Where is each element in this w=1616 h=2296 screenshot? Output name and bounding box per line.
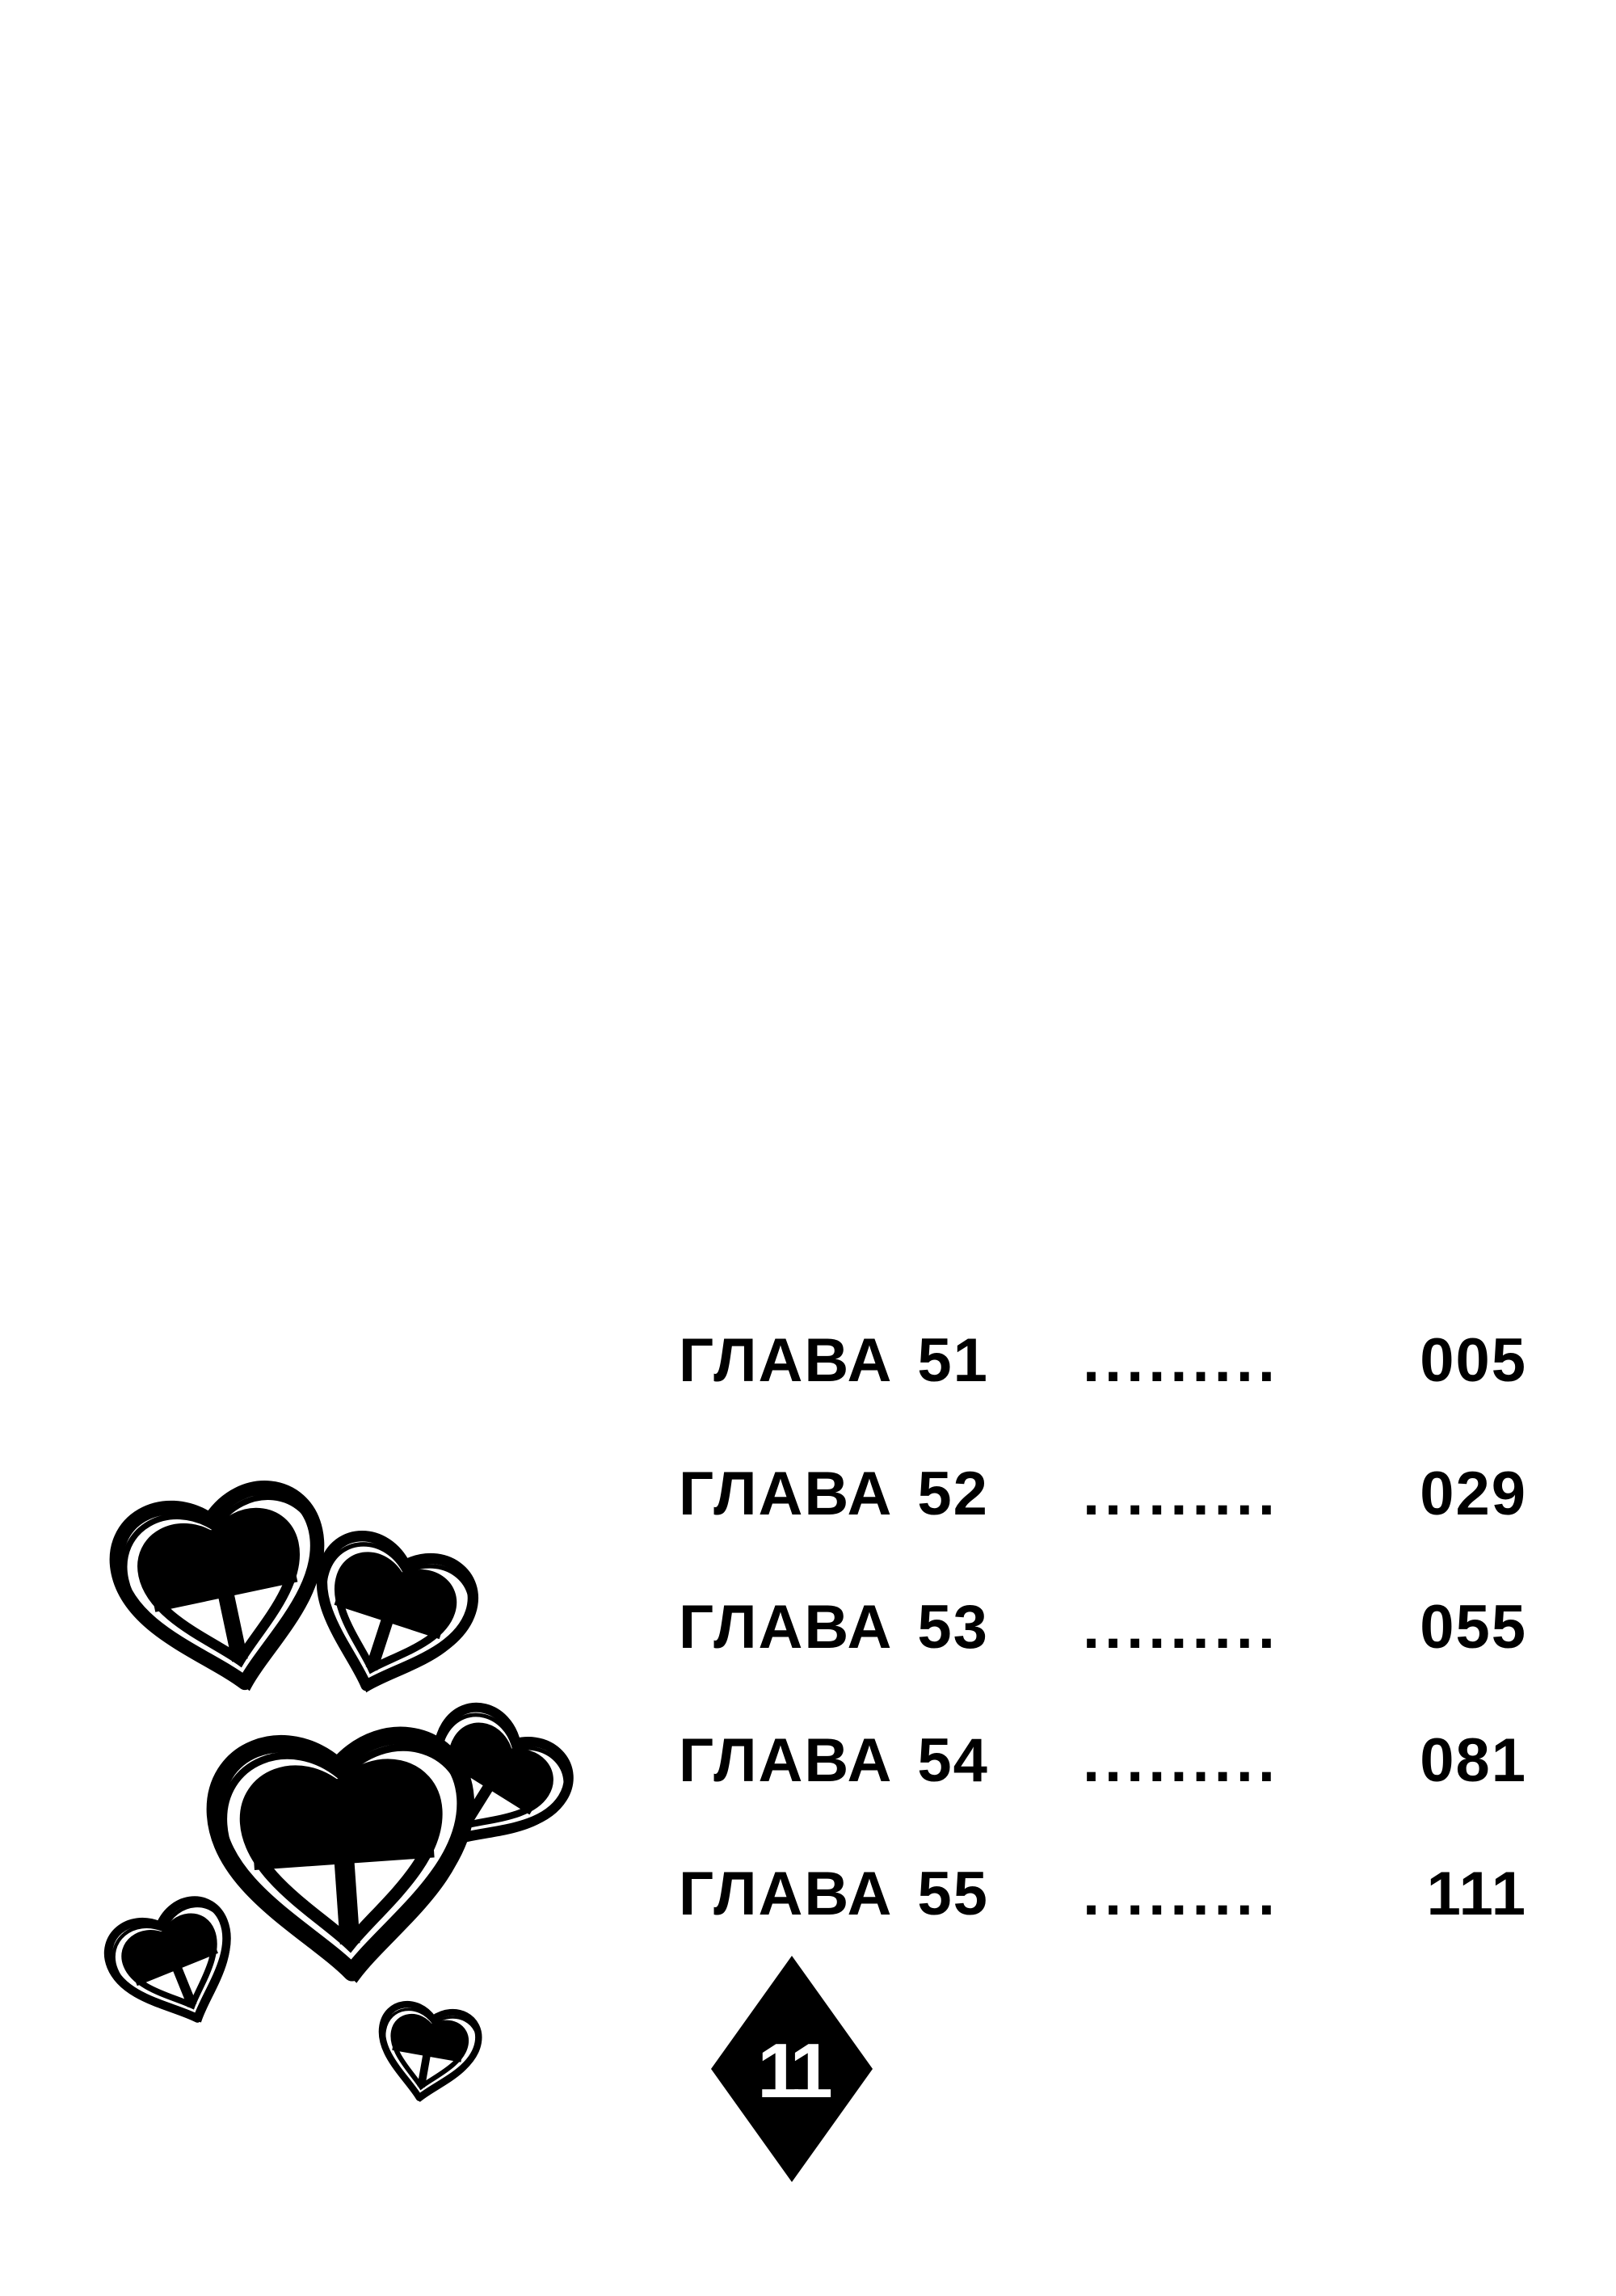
toc-chapter-word: ГЛАВА: [679, 1859, 893, 1929]
toc-dots: .........: [1008, 1459, 1354, 1529]
toc-page-number: 081: [1374, 1725, 1527, 1796]
toc-chapter-number: 54: [917, 1725, 989, 1796]
volume-number: 11: [711, 1956, 873, 2182]
table-of-contents: ГЛАВА 51 ......... 005 ГЛАВА 52 ........…: [679, 1325, 1527, 1992]
toc-row: ГЛАВА 53 ......... 055: [679, 1592, 1527, 1662]
toc-dots: .........: [1008, 1592, 1354, 1662]
toc-row: ГЛАВА 51 ......... 005: [679, 1325, 1527, 1396]
toc-chapter-number: 53: [917, 1592, 989, 1662]
toc-chapter-word: ГЛАВА: [679, 1325, 893, 1396]
toc-chapter-word: ГЛАВА: [679, 1592, 893, 1662]
toc-row: ГЛАВА 54 ......... 081: [679, 1725, 1527, 1796]
toc-row: ГЛАВА 52 ......... 029: [679, 1459, 1527, 1529]
toc-dots: .........: [1008, 1325, 1354, 1396]
toc-page-number: 055: [1374, 1592, 1527, 1662]
toc-chapter-number: 52: [917, 1459, 989, 1529]
toc-row: ГЛАВА 55 ......... 111: [679, 1859, 1527, 1929]
toc-chapter-number: 51: [917, 1325, 989, 1396]
toc-chapter-word: ГЛАВА: [679, 1725, 893, 1796]
toc-dots: .........: [1008, 1859, 1354, 1929]
volume-badge: 11: [711, 1956, 873, 2182]
toc-page-number: 005: [1374, 1325, 1527, 1396]
hearts-illustration: [89, 1479, 654, 2190]
toc-page-number: 029: [1374, 1459, 1527, 1529]
toc-page-number: 111: [1374, 1859, 1527, 1929]
hearts-cluster-icon: [89, 1479, 654, 2190]
toc-chapter-word: ГЛАВА: [679, 1459, 893, 1529]
toc-dots: .........: [1008, 1725, 1354, 1796]
toc-chapter-number: 55: [917, 1859, 989, 1929]
